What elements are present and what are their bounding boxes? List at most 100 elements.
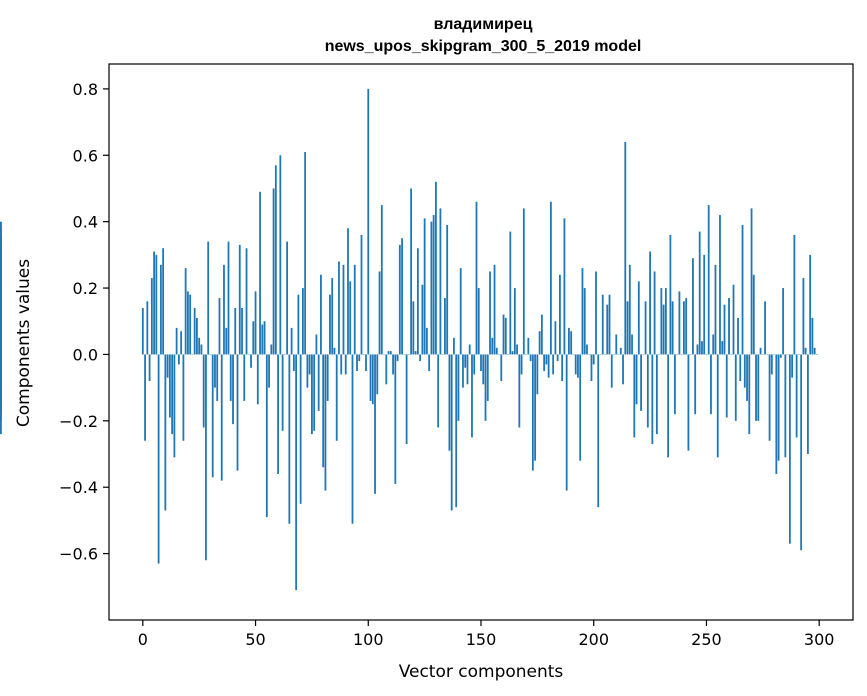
bar-282: [777, 354, 780, 461]
bar-215: [626, 301, 629, 355]
bar-140: [457, 354, 460, 421]
bar-139: [455, 354, 458, 508]
bar-155: [491, 337, 494, 355]
x-tick-label: 0: [138, 630, 148, 649]
bar-14: [173, 354, 176, 458]
bar-204: [601, 294, 604, 355]
y-tick-label: −0.2: [59, 412, 98, 431]
bar-145: [468, 344, 471, 355]
bar-185: [559, 274, 561, 355]
bar-65: [288, 354, 291, 524]
bar-64: [286, 241, 289, 355]
bar-142: [462, 354, 464, 388]
bar-230: [660, 288, 663, 355]
x-axis-ticks: 0 50 100 150 200 250 300: [138, 620, 835, 649]
bar-137: [450, 354, 453, 511]
bar-213: [622, 354, 624, 385]
bar-129: [432, 215, 435, 355]
bar-159: [500, 354, 503, 382]
bar-141: [459, 268, 462, 355]
bar-183: [554, 321, 557, 355]
bar-1: [144, 354, 146, 441]
bar-272: [755, 354, 757, 421]
bar-45: [243, 354, 246, 401]
bar-276: [764, 301, 766, 355]
bar-59: [274, 165, 277, 355]
bar-75: [311, 354, 313, 435]
bar-25: [198, 337, 201, 355]
bar-27: [202, 354, 205, 428]
bar-10: [164, 354, 167, 511]
bar-108: [385, 354, 388, 385]
bar-207: [608, 294, 611, 355]
bar-193: [577, 354, 579, 378]
bar-220: [637, 281, 640, 355]
bar-219: [635, 354, 638, 405]
bar-223: [644, 301, 647, 355]
bar-244: [692, 258, 694, 355]
bar-242: [687, 354, 690, 451]
bar-138: [453, 337, 455, 355]
bar-156: [493, 264, 496, 355]
bar-147: [473, 354, 476, 375]
bar-12: [168, 354, 171, 418]
bar-132: [439, 208, 442, 355]
bar-85: [333, 347, 336, 355]
bar-91: [347, 228, 349, 355]
bar-166: [516, 344, 518, 355]
bar-24: [196, 317, 198, 355]
bar-33: [216, 354, 219, 401]
bar-2: [146, 301, 149, 355]
bar-87: [338, 261, 340, 355]
bar-70: [299, 354, 302, 504]
x-tick-label: 50: [245, 630, 265, 649]
bar-78: [317, 354, 320, 411]
bar-262: [732, 284, 735, 355]
bar-154: [489, 271, 491, 355]
bar-72: [304, 151, 307, 355]
bar-135: [446, 224, 449, 355]
bar-41: [234, 307, 237, 355]
bar-187: [563, 218, 566, 355]
bar-295: [807, 354, 809, 455]
bar-81: [324, 354, 327, 491]
bar-111: [392, 354, 394, 375]
bar-103: [374, 354, 376, 494]
bar-131: [437, 354, 440, 428]
bar-288: [791, 354, 794, 378]
bar-57: [270, 344, 273, 355]
bar-216: [628, 264, 631, 355]
bar-178: [543, 354, 546, 372]
y-tick-label: 0.0: [73, 345, 98, 364]
bar-160: [502, 314, 505, 355]
bar-180: [547, 354, 550, 378]
bar-255: [716, 354, 719, 458]
bar-54: [263, 321, 266, 355]
bar-46: [245, 248, 248, 355]
x-tick-label: 100: [353, 630, 384, 649]
y-tick-label: 0.4: [73, 213, 98, 232]
bar-167: [518, 354, 521, 428]
bar-175: [536, 354, 539, 395]
bar-4: [150, 278, 153, 355]
bar-267: [743, 354, 746, 388]
bar-293: [802, 278, 805, 355]
bar-102: [371, 354, 374, 405]
bar-31: [211, 354, 214, 478]
bar-124: [421, 284, 424, 355]
bar-251: [707, 205, 710, 355]
x-tick-label: 300: [804, 630, 835, 649]
bar-68: [295, 354, 298, 591]
bar-127: [428, 354, 431, 372]
bar-257: [721, 341, 724, 355]
bar-194: [579, 354, 582, 461]
bar-283: [779, 354, 782, 358]
bar-224: [646, 354, 649, 428]
bar-296: [809, 254, 812, 355]
bar-181: [549, 201, 552, 355]
bar-270: [750, 208, 753, 355]
bar-110: [389, 351, 392, 355]
bar-66: [290, 327, 293, 355]
bar-163: [509, 231, 512, 355]
bar-171: [527, 337, 530, 355]
